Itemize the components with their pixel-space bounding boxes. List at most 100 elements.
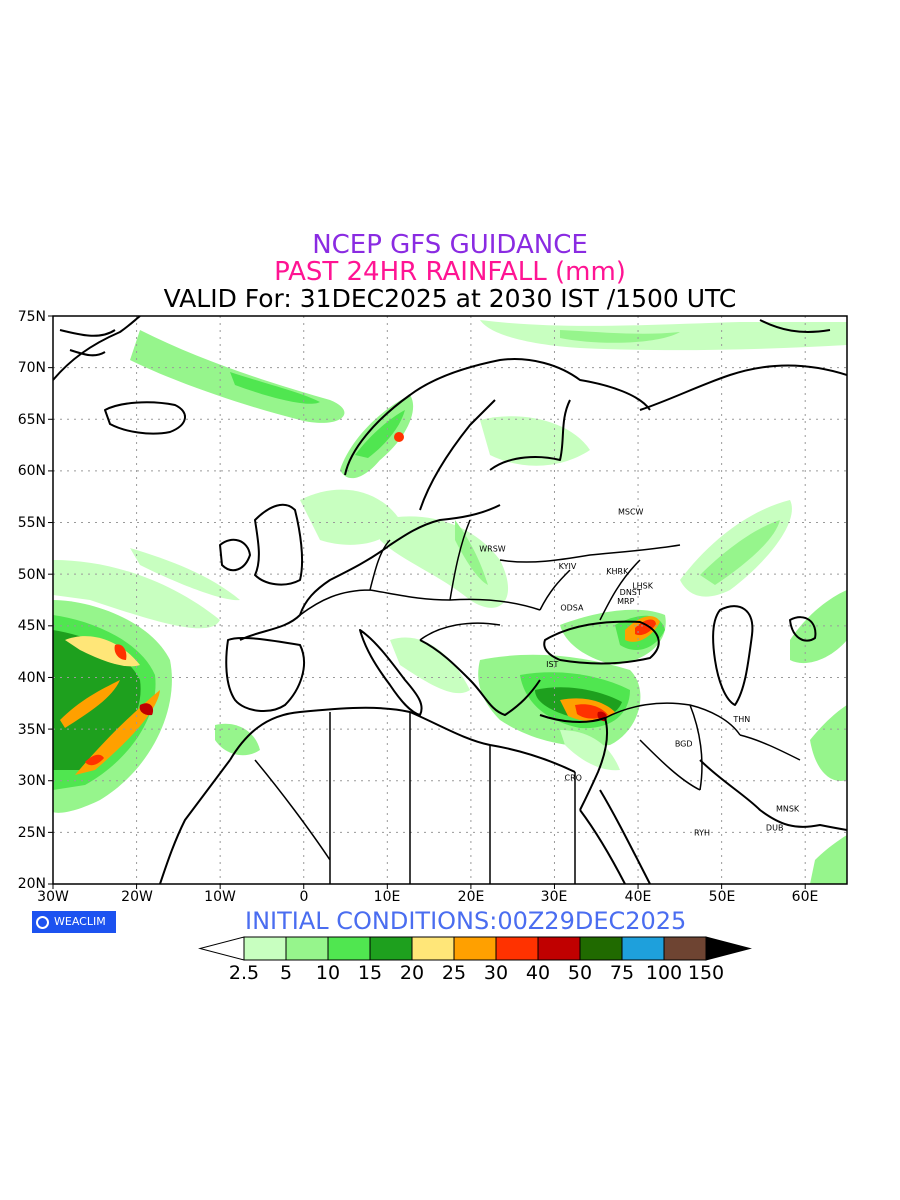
coast-italy <box>359 629 423 716</box>
coastlines <box>53 316 847 884</box>
coast-novaya-zemlya <box>759 319 831 333</box>
colorbar-label: 40 <box>525 962 551 984</box>
city-label: MSCW <box>618 507 644 516</box>
lon-label: 10W <box>204 889 236 905</box>
lat-label: 35N <box>17 722 46 738</box>
coast-iceland <box>104 401 186 435</box>
coast-aral <box>789 616 817 642</box>
weaclim-logo: WEACLIM <box>32 911 116 933</box>
lon-label: 30W <box>37 889 69 905</box>
logo-text: WEACLIM <box>54 915 106 928</box>
chart-title: NCEP GFS GUIDANCE <box>312 230 588 260</box>
rain-spot-norway <box>394 432 404 442</box>
city-label: BGD <box>675 740 693 749</box>
colorbar-label: 10 <box>315 962 341 984</box>
colorbar-label: 5 <box>279 962 293 984</box>
lat-label: 40N <box>17 670 46 686</box>
coast-sweden <box>419 399 496 511</box>
rain-area-norway-core <box>355 410 405 458</box>
coast-caspian <box>712 605 754 706</box>
coast-europe <box>239 504 501 641</box>
rainfall-shading <box>53 320 847 884</box>
colorbar-label: 20 <box>399 962 425 984</box>
lat-label: 30N <box>17 773 46 789</box>
colorbar-label: 150 <box>687 962 725 984</box>
coast-north-africa <box>229 706 576 773</box>
coast-arctic-russia <box>639 364 847 411</box>
rain-area-atlantic-band <box>130 548 240 601</box>
lat-label: 25N <box>17 825 46 841</box>
lat-label: 55N <box>17 515 46 531</box>
coast-balkans <box>419 639 541 716</box>
lat-label: 45N <box>17 618 46 634</box>
rain-area-atlantic-storm-band2 <box>75 690 160 775</box>
rain-area-caucasus-peak <box>635 619 656 636</box>
lat-label: 50N <box>17 567 46 583</box>
colorbar-label: 100 <box>645 962 683 984</box>
rain-area-poland-core <box>455 520 488 585</box>
lat-label: 60N <box>17 463 46 479</box>
rain-area-iran-east <box>810 705 847 781</box>
coast-iberia <box>225 636 305 712</box>
lon-label: 0 <box>299 889 309 905</box>
rain-area-north-sea <box>300 489 400 545</box>
lon-label: 40E <box>624 889 652 905</box>
lat-label: 20N <box>17 876 46 892</box>
map-frame <box>52 315 848 885</box>
rain-area-adriatic <box>390 637 470 694</box>
rain-area-atlantic-storm-max3 <box>85 754 104 766</box>
city-label: IST <box>546 660 558 669</box>
coast-levant <box>539 714 608 811</box>
city-label: RYH <box>694 828 710 837</box>
rain-area-arabian-sea <box>810 835 847 884</box>
lon-label: 60E <box>791 889 819 905</box>
rain-area-volga-core <box>700 520 780 585</box>
city-label: LHSK <box>632 582 654 591</box>
rain-area-atlantic-storm-max2 <box>139 703 154 716</box>
city-label: DNST <box>620 588 642 597</box>
border-lines <box>254 519 801 884</box>
valid-time: VALID For: 31DEC2025 at 2030 IST /1500 U… <box>163 284 737 313</box>
city-label: KYIV <box>559 562 577 571</box>
lon-label: 10E <box>373 889 401 905</box>
colorbar-label: 15 <box>357 962 383 984</box>
coast-greenland-islands <box>59 329 116 357</box>
city-label: THN <box>732 715 750 724</box>
coast-ireland <box>219 538 251 572</box>
rain-area-arctic-core <box>560 330 680 343</box>
rain-area-atlantic-storm-band3 <box>60 680 120 728</box>
city-label: ODSA <box>560 603 584 612</box>
rain-area-baltic <box>480 416 590 466</box>
rain-area-central-europe <box>380 516 509 608</box>
rain-area-north-atlantic-core <box>230 372 320 404</box>
colorbar-label: 30 <box>483 962 509 984</box>
coast-red-sea <box>579 789 651 884</box>
city-label: DUB <box>766 823 784 832</box>
colorbar-label: 25 <box>441 962 467 984</box>
coast-persian-gulf <box>699 759 847 831</box>
rain-area-atlantic-mid <box>53 560 220 629</box>
lat-label: 70N <box>17 360 46 376</box>
initial-conditions: INITIAL CONDITIONS:00Z29DEC2025 <box>245 907 687 935</box>
city-label: KHRK <box>606 567 629 576</box>
coast-finland <box>489 399 571 471</box>
lon-label: 20W <box>121 889 153 905</box>
coast-greenland <box>53 316 141 381</box>
colorbar-label: 50 <box>567 962 593 984</box>
axis-ticks <box>48 315 806 889</box>
rain-area-morocco <box>215 723 260 756</box>
coast-black-sea <box>543 620 660 665</box>
colorbar-label: 2.5 <box>228 962 260 984</box>
lon-label: 50E <box>708 889 736 905</box>
city-label: CRO <box>565 774 582 783</box>
lon-label: 20E <box>457 889 485 905</box>
coast-west-africa <box>159 759 231 884</box>
city-label: MNSK <box>776 805 800 814</box>
lon-label: 30E <box>540 889 568 905</box>
coast-great-britain <box>254 503 304 586</box>
coast-norway <box>344 358 651 476</box>
colorbar-label: 75 <box>609 962 635 984</box>
lat-label: 65N <box>17 412 46 428</box>
